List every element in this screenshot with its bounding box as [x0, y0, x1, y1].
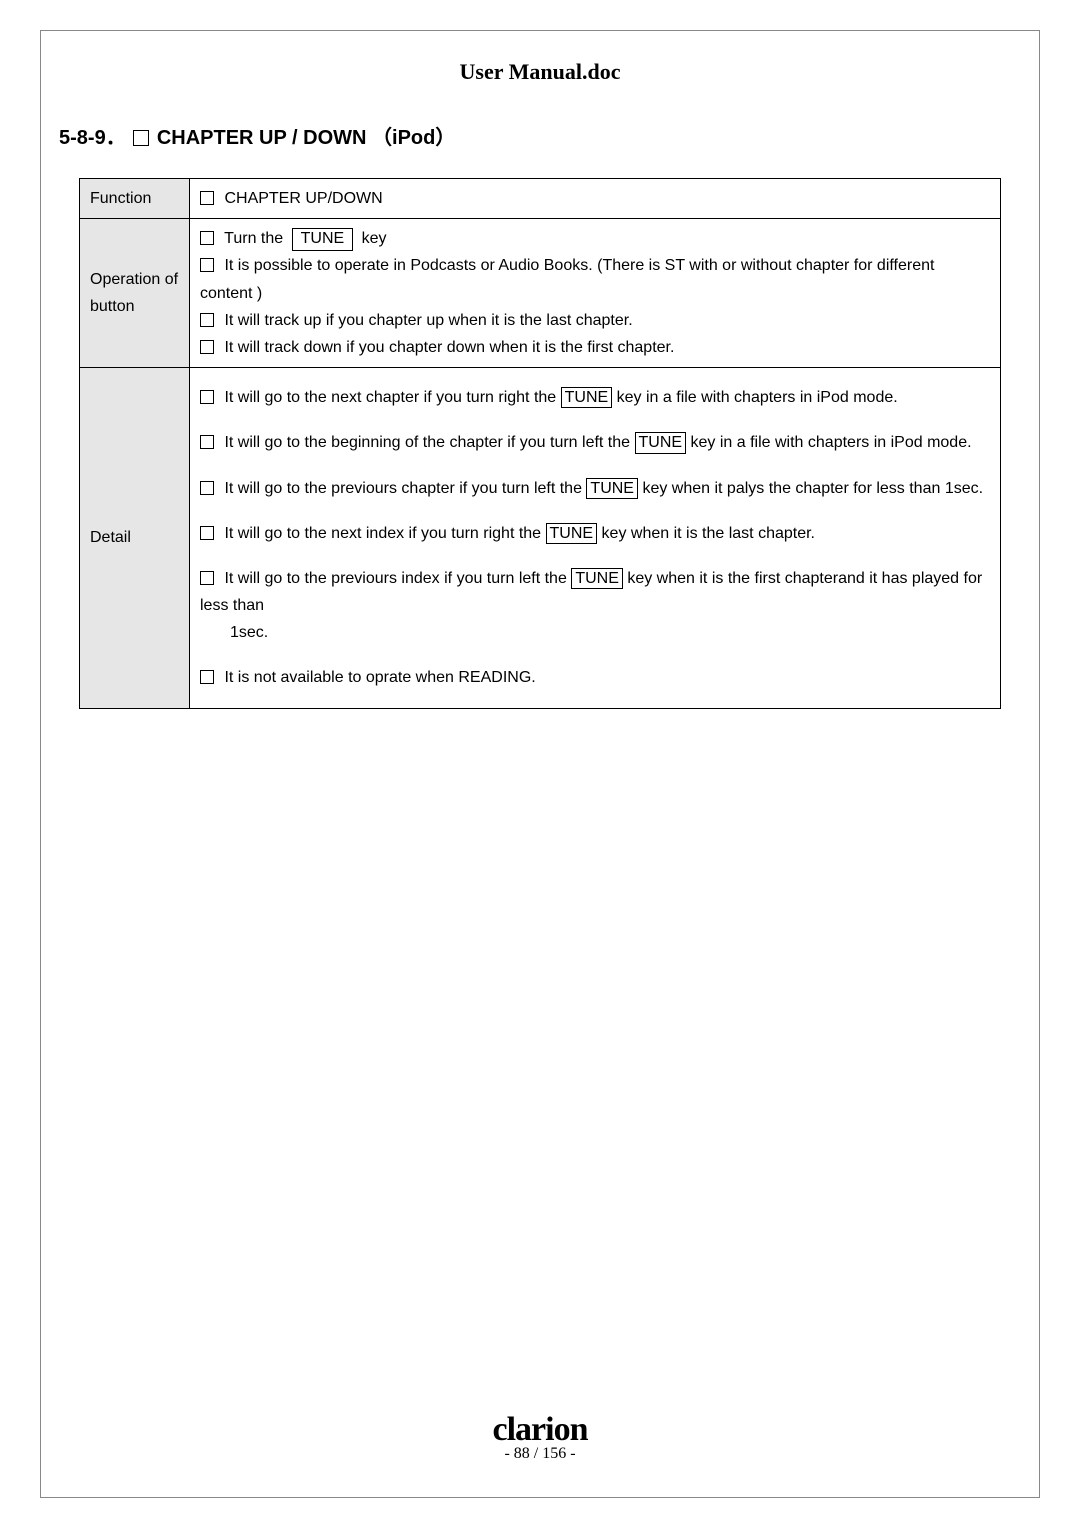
detail-text: key in a file with chapters in iPod mode… — [691, 434, 972, 451]
row-content-function: CHAPTER UP/DOWN — [190, 179, 1001, 219]
checkbox-icon — [200, 670, 214, 684]
detail-line: It will go to the next chapter if you tu… — [200, 384, 990, 411]
op-line: It is possible to operate in Podcasts or… — [200, 252, 990, 306]
checkbox-icon — [200, 435, 214, 449]
page-footer: clarion - 88 / 156 - — [41, 1413, 1039, 1463]
op-text: key — [362, 230, 387, 247]
detail-text: It will go to the next chapter if you tu… — [224, 389, 556, 406]
detail-line: It will go to the next index if you turn… — [200, 520, 990, 547]
page-number: - 88 / 156 - — [41, 1445, 1039, 1463]
op-line: It will track up if you chapter up when … — [200, 307, 990, 334]
op-text: It will track up if you chapter up when … — [224, 312, 632, 329]
op-line: It will track down if you chapter down w… — [200, 334, 990, 361]
section-title: CHAPTER UP / DOWN （iPod） — [157, 127, 456, 149]
detail-text: key when it palys the chapter for less t… — [642, 480, 983, 497]
checkbox-icon — [200, 191, 214, 205]
function-text: CHAPTER UP/DOWN — [224, 190, 382, 207]
detail-line: It is not available to oprate when READI… — [200, 664, 990, 691]
spec-table: Function CHAPTER UP/DOWN Operation of bu… — [79, 178, 1001, 709]
checkbox-icon — [200, 571, 214, 585]
op-line: Turn the TUNE key — [200, 225, 990, 252]
detail-text: It is not available to oprate when READI… — [224, 669, 535, 686]
document-title: User Manual.doc — [41, 59, 1039, 85]
row-content-detail: It will go to the next chapter if you tu… — [190, 368, 1001, 709]
clarion-logo: clarion — [41, 1413, 1039, 1447]
detail-line: It will go to the previours chapter if y… — [200, 475, 990, 502]
checkbox-icon — [200, 390, 214, 404]
table-row: Detail It will go to the next chapter if… — [80, 368, 1001, 709]
detail-text: key when it is the last chapter. — [602, 525, 815, 542]
detail-text: It will go to the next index if you turn… — [224, 525, 541, 542]
checkbox-icon — [200, 313, 214, 327]
detail-text: key in a file with chapters in iPod mode… — [617, 389, 898, 406]
key-tune: TUNE — [571, 568, 623, 589]
page-frame: User Manual.doc 5-8-9． CHAPTER UP / DOWN… — [40, 30, 1040, 1498]
key-tune: TUNE — [561, 387, 613, 408]
row-label-operation: Operation of button — [80, 219, 190, 368]
detail-text: It will go to the beginning of the chapt… — [224, 434, 630, 451]
key-tune: TUNE — [292, 228, 354, 251]
detail-text: It will go to the previours chapter if y… — [224, 480, 582, 497]
op-text: It will track down if you chapter down w… — [224, 339, 674, 356]
detail-text-cont: 1sec. — [230, 619, 990, 646]
checkbox-icon — [133, 130, 149, 146]
row-label-detail: Detail — [80, 368, 190, 709]
checkbox-icon — [200, 481, 214, 495]
checkbox-icon — [200, 526, 214, 540]
section-number: 5-8-9． — [59, 127, 126, 149]
key-tune: TUNE — [546, 523, 598, 544]
key-tune: TUNE — [586, 478, 638, 499]
table-row: Function CHAPTER UP/DOWN — [80, 179, 1001, 219]
op-text: Turn the — [224, 230, 283, 247]
key-tune: TUNE — [635, 432, 687, 453]
detail-text: It will go to the previours index if you… — [224, 570, 566, 587]
section-heading: 5-8-9． CHAPTER UP / DOWN （iPod） — [59, 121, 1039, 150]
detail-line: It will go to the beginning of the chapt… — [200, 429, 990, 456]
checkbox-icon — [200, 231, 214, 245]
op-text: It is possible to operate in Podcasts or… — [200, 257, 934, 301]
detail-line: It will go to the previours index if you… — [200, 565, 990, 647]
row-content-operation: Turn the TUNE key It is possible to oper… — [190, 219, 1001, 368]
checkbox-icon — [200, 340, 214, 354]
table-row: Operation of button Turn the TUNE key It… — [80, 219, 1001, 368]
checkbox-icon — [200, 258, 214, 272]
row-label-function: Function — [80, 179, 190, 219]
